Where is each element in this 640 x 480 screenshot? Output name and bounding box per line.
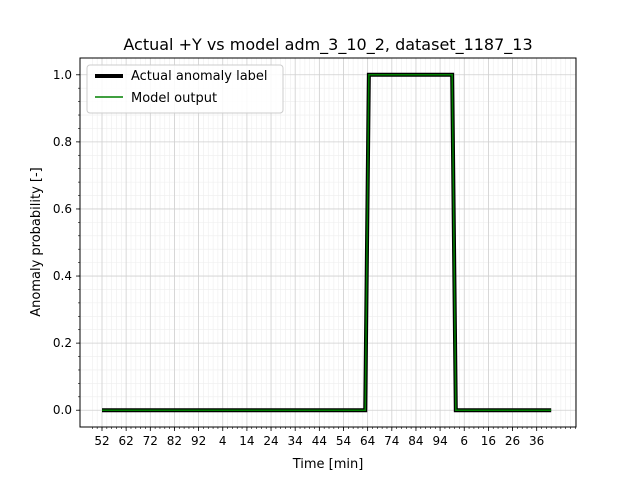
y-axis-label: Anomaly probability [-] <box>29 167 44 316</box>
x-tick-label: 72 <box>143 434 158 448</box>
x-tick-label: 36 <box>529 434 544 448</box>
x-tick-label: 62 <box>119 434 134 448</box>
x-tick-label: 34 <box>288 434 303 448</box>
x-tick-label: 24 <box>263 434 278 448</box>
y-tick-label: 0.4 <box>53 269 72 283</box>
y-tick-label: 1.0 <box>53 68 72 82</box>
x-tick-label: 74 <box>384 434 399 448</box>
x-tick-label: 92 <box>191 434 206 448</box>
chart-title: Actual +Y vs model adm_3_10_2, dataset_1… <box>123 35 532 55</box>
plot-frame <box>79 57 577 428</box>
x-tick-label: 84 <box>408 434 423 448</box>
y-tick-label: 0.2 <box>53 336 72 350</box>
series-layer <box>102 72 552 413</box>
x-tick-label: 94 <box>432 434 447 448</box>
x-tick-label: 16 <box>481 434 496 448</box>
x-tick-label: 52 <box>94 434 109 448</box>
major-grid <box>80 58 576 427</box>
y-tick-label: 0.6 <box>53 202 72 216</box>
x-tick-label: 54 <box>336 434 351 448</box>
legend-label-model: Model output <box>131 91 217 106</box>
x-tick-label: 64 <box>360 434 375 448</box>
series-line-model <box>102 74 552 411</box>
legend-label-actual: Actual anomaly label <box>131 69 268 84</box>
legend: Actual anomaly label Model output <box>86 64 284 114</box>
x-tick-label: 6 <box>460 434 468 448</box>
x-axis-label: Time [min] <box>292 457 364 472</box>
x-tick-label: 82 <box>167 434 182 448</box>
x-tick-label: 14 <box>239 434 254 448</box>
legend-box <box>86 64 284 114</box>
x-axis: 52 62 72 82 92 4 14 24 34 44 54 64 74 84 94 6 16 26 36 <box>92 427 576 448</box>
x-tick-label: 4 <box>219 434 227 448</box>
y-tick-label: 0.0 <box>53 403 72 417</box>
y-axis: 0.0 0.2 0.4 0.6 0.8 1.0 <box>53 68 80 417</box>
x-tick-label: 44 <box>312 434 327 448</box>
x-tick-label: 26 <box>505 434 520 448</box>
y-tick-label: 0.8 <box>53 135 72 149</box>
